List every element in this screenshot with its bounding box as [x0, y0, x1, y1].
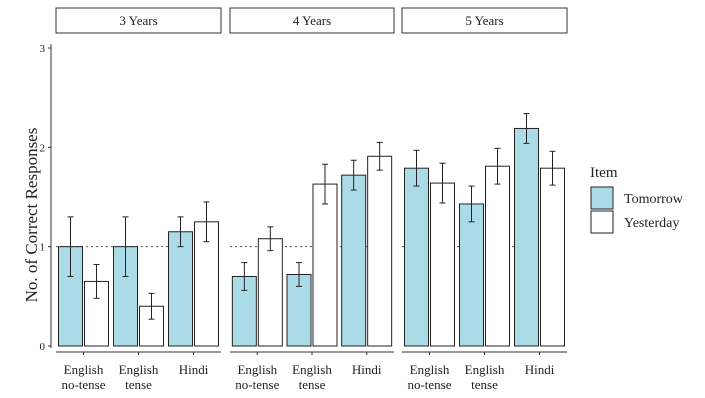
- x-tick-label: no-tense: [235, 377, 279, 392]
- bar: [459, 203, 484, 347]
- x-tick-label: English: [292, 362, 332, 377]
- x-tick-label: no-tense: [407, 377, 451, 392]
- x-tick-label: no-tense: [61, 377, 105, 392]
- x-tick-label: tense: [471, 377, 498, 392]
- x-tick-label: tense: [299, 377, 326, 392]
- panel-strip: [55, 7, 222, 34]
- x-tick-label: Hindi: [525, 362, 555, 377]
- bar: [485, 165, 510, 347]
- x-tick-label: English: [237, 362, 277, 377]
- x-tick-label: English: [119, 362, 159, 377]
- panel-strip: [229, 7, 395, 34]
- bar: [540, 167, 565, 347]
- panel-strip: [401, 7, 568, 34]
- x-tick-label: Hindi: [179, 362, 209, 377]
- bar: [168, 231, 193, 347]
- x-tick-label: tense: [125, 377, 152, 392]
- bar: [430, 182, 455, 347]
- bar: [404, 167, 429, 347]
- legend-key: [590, 186, 614, 210]
- y-tick-label: 1: [40, 242, 46, 254]
- bar: [341, 174, 367, 347]
- panel-strip-label: 5 Years: [465, 13, 503, 28]
- y-axis-label: No. of Correct Responses: [22, 128, 41, 303]
- legend-label: Yesterday: [624, 216, 679, 231]
- x-tick-label: English: [410, 362, 450, 377]
- legend-label: Tomorrow: [624, 192, 684, 207]
- bar: [312, 183, 338, 347]
- panel-strip-label: 4 Years: [293, 13, 331, 28]
- x-tick-label: English: [64, 362, 104, 377]
- legend-title: Item: [590, 165, 618, 181]
- bar: [257, 238, 283, 347]
- bar: [194, 221, 219, 347]
- bar: [367, 155, 393, 347]
- legend-key: [590, 210, 614, 234]
- x-tick-label: Hindi: [352, 362, 382, 377]
- legend: Item Tomorrow Yesterday: [590, 165, 684, 234]
- x-tick-label: English: [465, 362, 505, 377]
- y-tick-label: 2: [40, 142, 46, 154]
- bar: [514, 127, 539, 347]
- y-tick-label: 3: [40, 43, 46, 55]
- panel-strip-label: 3 Years: [119, 13, 157, 28]
- y-tick-label: 0: [40, 341, 46, 353]
